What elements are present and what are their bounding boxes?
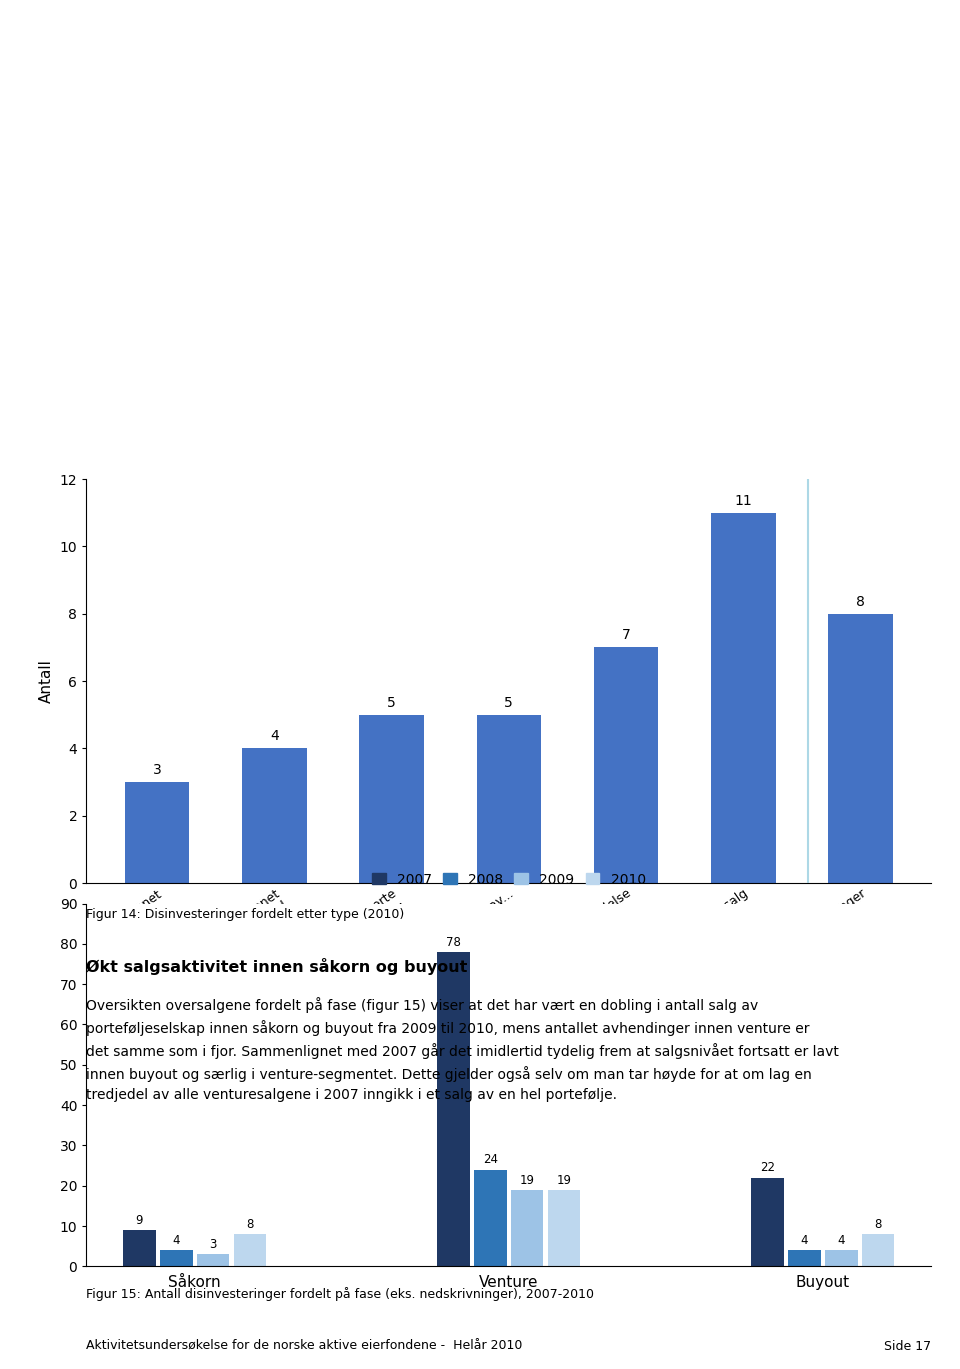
Text: 5: 5: [504, 695, 514, 709]
Legend: 2007, 2008, 2009, 2010: 2007, 2008, 2009, 2010: [367, 867, 651, 893]
Text: Økt salgsaktivitet innen såkorn og buyout: Økt salgsaktivitet innen såkorn og buyou…: [86, 958, 468, 975]
Text: 11: 11: [734, 494, 753, 508]
Bar: [548, 1190, 580, 1266]
Text: 4: 4: [801, 1233, 808, 1247]
Y-axis label: Antall: Antall: [39, 658, 54, 704]
Bar: [825, 1250, 857, 1266]
Text: Side 17: Side 17: [884, 1340, 931, 1353]
Bar: [197, 1254, 229, 1266]
Bar: [233, 1233, 266, 1266]
Text: 22: 22: [760, 1161, 775, 1175]
Bar: [862, 1233, 895, 1266]
Bar: [594, 648, 659, 883]
Text: 24: 24: [483, 1153, 498, 1166]
Bar: [123, 1229, 156, 1266]
Text: 8: 8: [856, 594, 865, 609]
Text: 4: 4: [837, 1233, 845, 1247]
Bar: [242, 749, 306, 883]
Text: 4: 4: [270, 730, 278, 743]
Bar: [125, 782, 189, 883]
Text: 19: 19: [557, 1173, 571, 1187]
Text: 3: 3: [209, 1238, 217, 1251]
Text: Figur 15: Antall disinvesteringer fordelt på fase (eks. nedskrivninger), 2007-20: Figur 15: Antall disinvesteringer fordel…: [86, 1287, 594, 1301]
Bar: [711, 513, 776, 883]
Bar: [160, 1250, 193, 1266]
Bar: [788, 1250, 821, 1266]
Text: 8: 8: [875, 1218, 882, 1231]
Bar: [752, 1177, 784, 1266]
Bar: [511, 1190, 543, 1266]
Text: Oversikten oversalgene fordelt på fase (figur 15) viser at det har vært en dobli: Oversikten oversalgene fordelt på fase (…: [86, 997, 839, 1102]
Text: 5: 5: [387, 695, 396, 709]
Text: 19: 19: [519, 1173, 535, 1187]
Bar: [828, 613, 893, 883]
Text: 8: 8: [247, 1218, 253, 1231]
Text: 9: 9: [135, 1214, 143, 1227]
Bar: [438, 951, 469, 1266]
Text: 3: 3: [153, 763, 161, 778]
Text: 4: 4: [173, 1233, 180, 1247]
Text: Figur 14: Disinvesteringer fordelt etter type (2010): Figur 14: Disinvesteringer fordelt etter…: [86, 908, 405, 920]
Text: 78: 78: [446, 935, 461, 949]
Text: 7: 7: [622, 628, 631, 642]
Bar: [359, 715, 423, 883]
Bar: [476, 715, 541, 883]
Bar: [474, 1169, 507, 1266]
Text: Aktivitetsundersøkelse for de norske aktive eierfondene -  Helår 2010: Aktivitetsundersøkelse for de norske akt…: [86, 1340, 523, 1353]
